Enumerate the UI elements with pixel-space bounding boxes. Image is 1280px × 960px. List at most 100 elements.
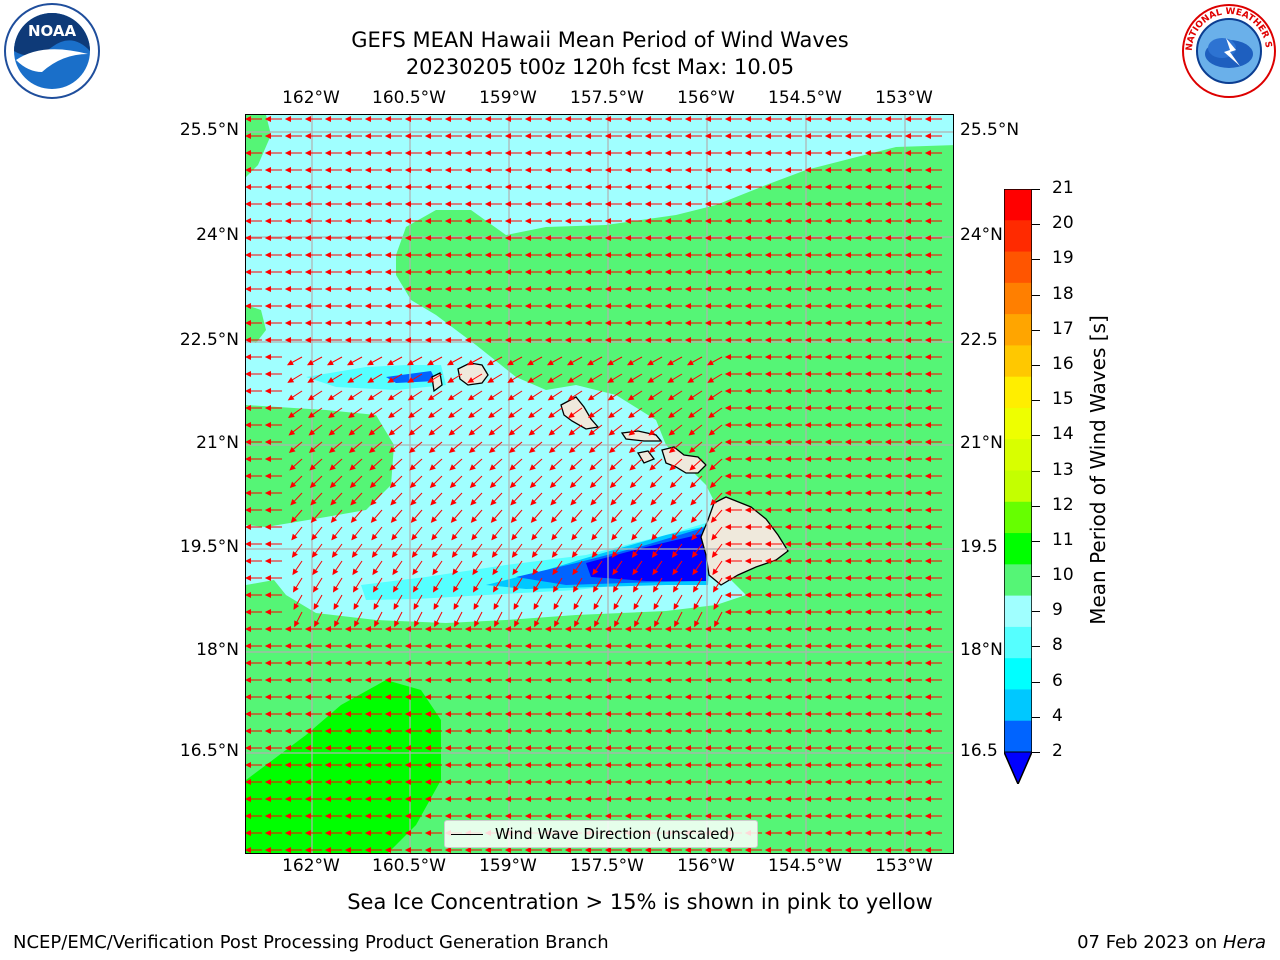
wind-wave-arrowhead <box>347 377 355 383</box>
wind-wave-arrowhead <box>744 796 752 802</box>
wind-wave-arrowhead <box>524 167 532 173</box>
wind-wave-arrowhead <box>584 150 592 156</box>
wind-wave-arrowhead <box>884 456 892 462</box>
wind-wave-arrowhead <box>444 711 452 717</box>
wind-wave-arrowhead <box>764 337 772 343</box>
wind-wave-arrowhead <box>531 533 538 541</box>
wind-wave-arrowhead <box>290 498 297 506</box>
wind-wave-arrowhead <box>449 464 456 471</box>
wind-wave-arrowhead <box>690 516 698 523</box>
wind-wave-arrowhead <box>904 303 912 309</box>
wind-wave-arrowhead <box>368 411 375 418</box>
wind-wave-arrowhead <box>884 167 892 173</box>
wind-wave-arrowhead <box>649 481 657 489</box>
wind-wave-arrowhead <box>311 533 318 541</box>
wind-wave-arrowhead <box>564 728 572 734</box>
wind-wave-arrowhead <box>404 167 412 173</box>
wind-wave-arrowhead <box>584 320 592 326</box>
wind-wave-arrowhead <box>689 481 697 489</box>
wind-wave-arrowhead <box>264 269 272 275</box>
wind-wave-arrowhead <box>824 592 832 598</box>
wind-wave-arrowhead <box>924 711 932 717</box>
wind-wave-arrowhead <box>424 116 432 122</box>
wind-wave-arrowhead <box>704 762 712 768</box>
map-panel[interactable]: Wind Wave Direction (unscaled) <box>245 114 954 854</box>
wind-wave-arrowhead <box>484 201 492 207</box>
wind-wave-arrowhead <box>904 507 912 513</box>
wind-wave-arrowhead <box>844 218 852 224</box>
wind-wave-arrowhead <box>350 498 357 506</box>
wind-wave-arrowhead <box>470 516 478 523</box>
wind-wave-arrowhead <box>804 252 812 258</box>
wind-wave-arrowhead <box>344 847 352 853</box>
wind-wave-arrowhead <box>724 337 732 343</box>
wind-wave-arrowhead <box>784 592 792 598</box>
wind-wave-arrowhead <box>804 694 812 700</box>
wind-wave-arrowhead <box>444 337 452 343</box>
wind-wave-arrowhead <box>844 167 852 173</box>
wind-wave-arrowhead <box>784 133 792 139</box>
wind-wave-arrowhead <box>667 377 675 383</box>
wind-wave-arrowhead <box>428 411 435 418</box>
wind-wave-arrowhead <box>804 558 812 564</box>
wind-wave-arrowhead <box>524 269 532 275</box>
wind-wave-arrowhead <box>264 116 272 122</box>
wind-wave-arrowhead <box>644 252 652 258</box>
wind-wave-arrowhead <box>471 551 478 558</box>
wind-wave-arrowhead <box>844 762 852 768</box>
wind-wave-arrowhead <box>284 711 292 717</box>
wind-wave-arrowhead <box>331 533 338 541</box>
wind-wave-arrowhead <box>353 603 360 610</box>
wind-wave-arrowhead <box>392 585 399 593</box>
wind-wave-arrowhead <box>724 184 732 190</box>
wind-wave-arrowhead <box>624 762 632 768</box>
wind-wave-arrowhead <box>246 813 252 819</box>
wind-wave-arrowhead <box>404 626 412 632</box>
wind-wave-arrowhead <box>444 847 452 853</box>
lon-tick-bottom: 162°W <box>282 856 340 876</box>
wind-wave-arrowhead <box>924 201 932 207</box>
wind-wave-arrowhead <box>804 830 812 836</box>
wind-wave-arrowhead <box>744 626 752 632</box>
wind-wave-arrowhead <box>864 422 872 428</box>
wind-wave-arrowhead <box>368 429 376 436</box>
wind-wave-arrowhead <box>644 116 652 122</box>
wind-wave-arrowhead <box>534 620 540 628</box>
wind-wave-arrowhead <box>844 422 852 428</box>
colorbar-tick-mark <box>1032 470 1040 472</box>
wind-wave-arrowhead <box>427 394 435 401</box>
wind-wave-arrowhead <box>424 813 432 819</box>
period-9-region-east <box>246 145 953 853</box>
wind-wave-arrowhead <box>507 377 515 383</box>
wind-wave-arrowhead <box>612 568 619 576</box>
wind-wave-arrowhead <box>604 320 612 326</box>
wind-wave-arrowhead <box>684 286 692 292</box>
wind-wave-arrowhead <box>824 558 832 564</box>
wind-wave-arrowhead <box>389 464 396 471</box>
wind-wave-arrowhead <box>424 337 432 343</box>
wind-wave-arrowhead <box>544 796 552 802</box>
wind-wave-arrowhead <box>804 592 812 598</box>
wind-wave-arrowhead <box>844 456 852 462</box>
wind-wave-arrowhead <box>631 551 638 558</box>
wind-wave-arrowhead <box>604 184 612 190</box>
wind-wave-arrowhead <box>327 394 335 401</box>
wind-wave-arrowhead <box>624 252 632 258</box>
wind-wave-arrowhead <box>884 133 892 139</box>
wind-wave-arrowhead <box>329 464 336 471</box>
wind-wave-arrowhead <box>884 252 892 258</box>
wind-wave-arrowhead <box>844 337 852 343</box>
wind-wave-arrowhead <box>514 620 520 628</box>
wind-wave-arrowhead <box>572 568 579 576</box>
wind-wave-arrowhead <box>411 533 418 541</box>
wind-wave-arrowhead <box>804 473 812 479</box>
wind-wave-arrowhead <box>504 252 512 258</box>
wind-wave-arrowhead <box>904 354 912 360</box>
wind-wave-arrowhead <box>924 728 932 734</box>
wind-wave-arrowhead <box>864 354 872 360</box>
wind-wave-arrowhead <box>684 269 692 275</box>
wind-wave-arrowhead <box>684 337 692 343</box>
wind-wave-arrowhead <box>604 813 612 819</box>
wind-wave-arrowhead <box>464 728 472 734</box>
wind-wave-arrowhead <box>864 303 872 309</box>
